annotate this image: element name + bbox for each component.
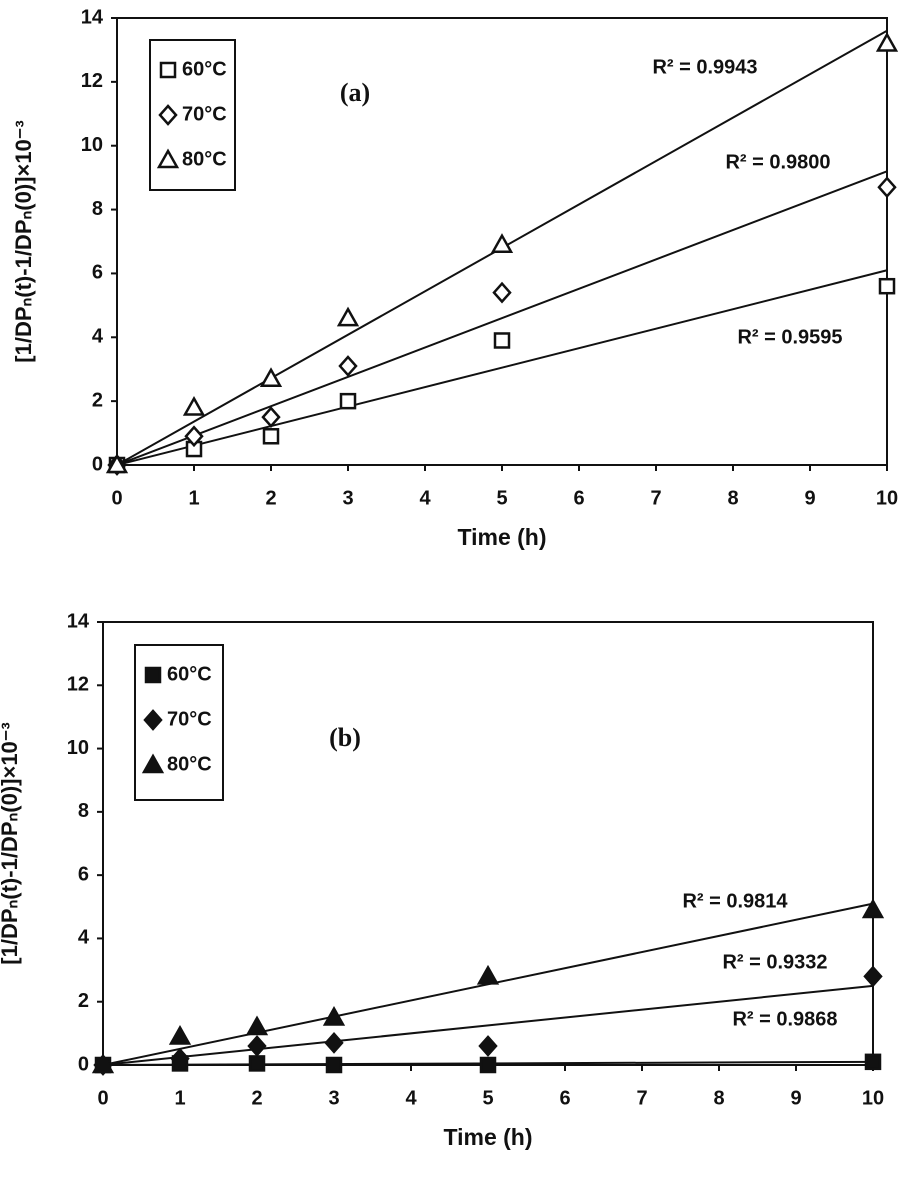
- x-tick-label: 0: [111, 487, 122, 509]
- x-tick-label: 4: [405, 1087, 417, 1109]
- x-axis-title: Time (h): [457, 524, 546, 550]
- y-tick-label: 10: [81, 134, 103, 156]
- legend-label: 70°C: [167, 708, 212, 730]
- legend-marker: [144, 666, 162, 684]
- y-tick-label: 12: [67, 674, 89, 696]
- r-squared-label: R² = 0.9943: [652, 56, 757, 78]
- r-squared-label: R² = 0.9332: [722, 951, 827, 973]
- point: [105, 453, 129, 474]
- x-tick-label: 2: [265, 487, 276, 509]
- legend-marker: [158, 104, 178, 126]
- y-tick-label: 8: [92, 198, 103, 220]
- point: [877, 176, 897, 199]
- x-tick-label: 3: [342, 487, 353, 509]
- y-tick-label: 8: [78, 800, 89, 822]
- point: [248, 1055, 266, 1072]
- trend-line: [116, 269, 888, 466]
- point: [493, 332, 511, 349]
- r-squared-label: R² = 0.9814: [682, 890, 788, 912]
- x-tick-label: 8: [727, 487, 738, 509]
- y-tick-label: 0: [78, 1053, 89, 1075]
- legend-label: 60°C: [167, 663, 212, 685]
- legend-label: 80°C: [167, 753, 212, 775]
- y-tick-label: 14: [81, 6, 104, 28]
- point: [338, 355, 358, 377]
- point: [322, 1005, 346, 1026]
- point: [245, 1015, 269, 1036]
- y-tick-label: 14: [67, 610, 90, 632]
- point: [492, 281, 512, 304]
- y-tick-label: 6: [92, 262, 103, 284]
- point: [479, 1056, 497, 1074]
- legend-marker: [156, 148, 180, 169]
- point: [182, 395, 206, 416]
- point: [490, 233, 514, 253]
- point: [476, 964, 500, 985]
- point: [184, 425, 204, 448]
- x-tick-label: 1: [188, 487, 199, 509]
- point: [247, 1035, 267, 1057]
- panel-label: (b): [329, 723, 361, 752]
- x-tick-label: 2: [251, 1087, 262, 1109]
- point: [325, 1056, 343, 1074]
- x-tick-label: 9: [790, 1087, 801, 1109]
- y-tick-label: 4: [78, 927, 90, 949]
- y-tick-label: 0: [92, 453, 103, 475]
- point: [324, 1031, 344, 1054]
- legend-marker: [143, 709, 163, 731]
- x-tick-label: 10: [876, 487, 898, 509]
- legend-label: 80°C: [182, 148, 227, 170]
- point: [91, 1053, 115, 1074]
- x-tick-label: 9: [804, 487, 815, 509]
- x-tick-label: 7: [636, 1087, 647, 1109]
- y-axis-title: [1/DPₙ(t)-1/DPₙ(0)]×10⁻³: [11, 120, 36, 362]
- x-tick-label: 7: [650, 487, 661, 509]
- x-tick-label: 4: [419, 487, 431, 509]
- y-tick-label: 4: [92, 326, 104, 348]
- point: [261, 406, 281, 428]
- legend-label: 60°C: [182, 58, 227, 80]
- x-axis-title: Time (h): [443, 1124, 532, 1150]
- point: [864, 1053, 882, 1071]
- y-tick-label: 10: [67, 737, 89, 759]
- y-tick-label: 2: [78, 990, 89, 1012]
- y-tick-label: 6: [78, 863, 89, 885]
- point: [336, 306, 360, 327]
- x-tick-label: 3: [328, 1087, 339, 1109]
- point: [863, 965, 883, 988]
- point: [262, 428, 280, 445]
- y-tick-label: 2: [92, 389, 103, 411]
- trend-line: [116, 170, 888, 466]
- legend-label: 70°C: [182, 103, 227, 125]
- legend-marker: [159, 61, 177, 79]
- y-tick-label: 12: [81, 70, 103, 92]
- x-tick-label: 5: [496, 487, 507, 509]
- point: [170, 1047, 190, 1070]
- point: [259, 367, 283, 388]
- point: [878, 277, 896, 295]
- y-axis-title: [1/DPₙ(t)-1/DPₙ(0)]×10⁻³: [0, 722, 22, 964]
- r-squared-label: R² = 0.9595: [737, 326, 842, 348]
- r-squared-label: R² = 0.9868: [732, 1008, 837, 1030]
- x-tick-label: 6: [573, 487, 584, 509]
- point: [339, 392, 357, 410]
- legend-marker: [141, 753, 165, 774]
- trend-line: [102, 984, 874, 1066]
- x-tick-label: 0: [97, 1087, 108, 1109]
- point: [861, 898, 885, 919]
- r-squared-label: R² = 0.9800: [725, 151, 830, 173]
- x-tick-label: 5: [482, 1087, 493, 1109]
- point: [478, 1035, 498, 1057]
- point: [168, 1024, 192, 1045]
- panel-label: (a): [340, 78, 370, 107]
- x-tick-label: 10: [862, 1087, 884, 1109]
- x-tick-label: 1: [174, 1087, 185, 1109]
- point: [875, 31, 899, 52]
- x-tick-label: 8: [713, 1087, 724, 1109]
- x-tick-label: 6: [559, 1087, 570, 1109]
